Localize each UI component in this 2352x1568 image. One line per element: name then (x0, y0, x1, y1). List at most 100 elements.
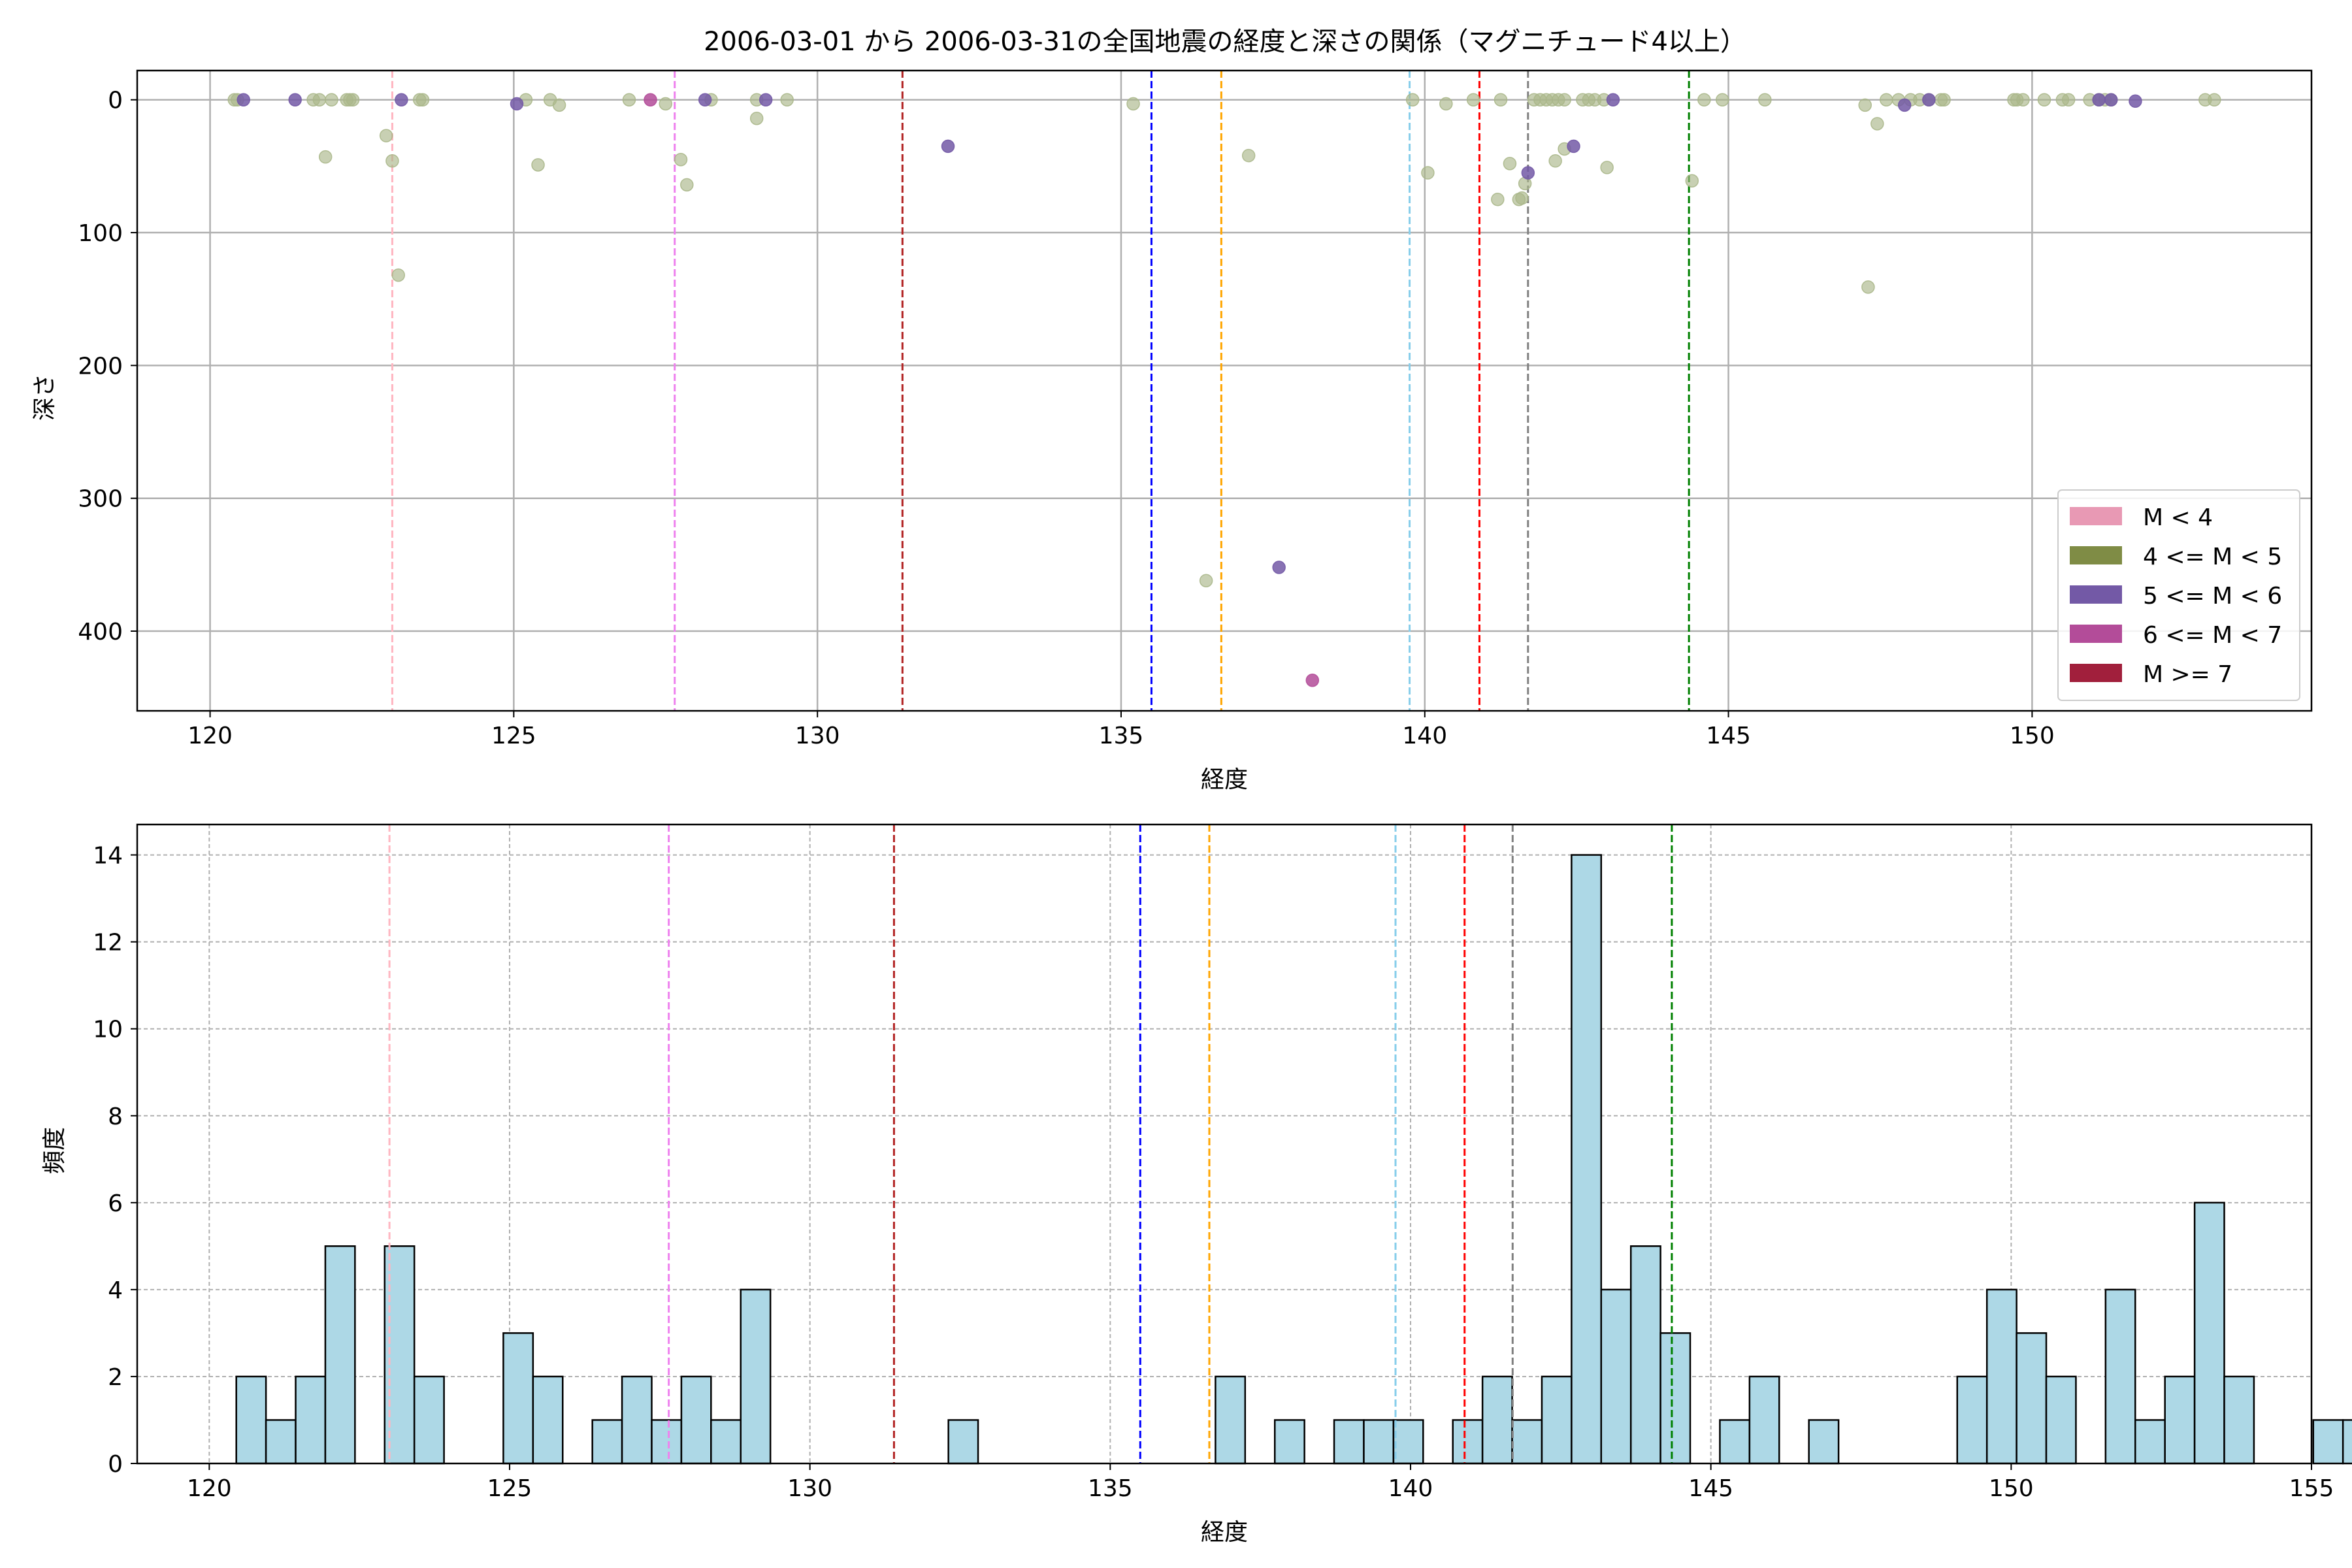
data-point (531, 158, 545, 172)
scatter-plot-frame (136, 69, 2313, 712)
legend-swatch (2070, 664, 2122, 682)
data-point (2061, 93, 2076, 106)
data-point (379, 129, 393, 142)
legend-label: 5 <= M < 6 (2143, 583, 2282, 610)
histogram-bar (2223, 1375, 2255, 1465)
x-tick-label: 155 (2289, 1475, 2334, 1502)
data-point (1405, 93, 1420, 106)
data-point (659, 97, 673, 111)
data-point (1491, 192, 1505, 206)
scatter-y-axis-ticks: 0 100 200 300 400 (78, 88, 137, 645)
histogram-bar (2045, 1375, 2077, 1465)
histogram-bar (502, 1332, 534, 1465)
data-point (698, 93, 712, 106)
histogram-grid (137, 825, 2312, 1464)
histogram-bar (1571, 854, 1603, 1465)
data-point (1503, 157, 1517, 171)
data-point (510, 97, 524, 111)
histogram-bar (1748, 1375, 1780, 1465)
data-point (1758, 93, 1772, 106)
legend-box (2057, 489, 2300, 701)
histogram-reference-lines (388, 825, 1673, 1463)
histogram-bar (651, 1419, 683, 1465)
data-point (2104, 93, 2118, 106)
histogram-bar (1719, 1419, 1751, 1465)
data-point (1685, 174, 1699, 188)
histogram-bar (1600, 1288, 1632, 1465)
histogram-bar (1541, 1375, 1573, 1465)
y-tick-label: 200 (78, 353, 123, 380)
scatter-points (227, 93, 2221, 687)
data-point (413, 93, 427, 106)
histogram-bar (1273, 1419, 1305, 1465)
x-tick-label: 140 (1402, 723, 1447, 749)
histogram-plot-frame (136, 823, 2313, 1465)
x-tick-label: 140 (1388, 1475, 1433, 1502)
histogram-bars (235, 854, 2352, 1465)
data-point (552, 98, 566, 112)
data-point (1870, 117, 1884, 131)
y-tick-label: 10 (93, 1017, 123, 1043)
histogram-bar (324, 1245, 356, 1465)
data-point (391, 268, 405, 282)
data-point (1494, 93, 1508, 106)
data-point (1716, 93, 1729, 106)
legend-swatch (2070, 625, 2122, 643)
data-point (1439, 97, 1453, 111)
histogram-bar (1629, 1245, 1661, 1465)
histogram-bar (1392, 1419, 1424, 1465)
data-point (749, 111, 764, 125)
scatter-y-axis-label: 深さ (31, 374, 58, 421)
data-point (237, 93, 250, 106)
data-point (1858, 98, 1872, 112)
histogram-bar (1659, 1332, 1691, 1465)
x-tick-label: 125 (491, 723, 536, 749)
legend: M < 4 4 <= M < 5 5 <= M < 6 6 <= M < 7 M >= … (2057, 489, 2300, 701)
data-point (1697, 93, 1711, 106)
y-tick-label: 14 (93, 843, 123, 870)
data-point (1305, 673, 1320, 687)
data-point (1521, 166, 1535, 180)
data-point (1861, 280, 1875, 294)
x-tick-label: 145 (1688, 1475, 1733, 1502)
y-tick-label: 400 (78, 619, 123, 645)
x-tick-label: 145 (1706, 723, 1751, 749)
histogram-x-axis-ticks: 120 125 130 135 140 145 150 155 (187, 1463, 2334, 1502)
data-point (1421, 166, 1435, 180)
histogram-bar (2193, 1201, 2225, 1465)
legend-label: 6 <= M < 7 (2143, 622, 2282, 649)
data-point (1567, 139, 1580, 154)
y-tick-label: 0 (108, 88, 123, 114)
y-tick-label: 300 (78, 486, 123, 513)
histogram-y-axis-ticks: 0 2 4 6 8 10 12 14 (93, 843, 137, 1478)
y-tick-label: 100 (78, 220, 123, 247)
y-tick-label: 6 (108, 1190, 123, 1217)
y-tick-label: 8 (108, 1103, 123, 1130)
scatter-x-axis-ticks: 120 125 130 135 140 145 150 (188, 711, 2055, 749)
histogram-bar (2342, 1419, 2352, 1465)
histogram-bar (1363, 1419, 1395, 1465)
histogram-bar (1481, 1375, 1513, 1465)
histogram-bar (680, 1375, 712, 1465)
data-point (395, 93, 408, 106)
histogram-bar (532, 1375, 564, 1465)
histogram-bar (1452, 1419, 1484, 1465)
data-point (1937, 93, 1951, 106)
histogram-y-axis-label: 頻度 (41, 1127, 68, 1174)
data-point (674, 152, 688, 167)
data-point (1199, 574, 1213, 587)
data-point (385, 154, 399, 168)
scatter-chart: 2006-03-01 から 2006-03-31の全国地震の経度と深さの関係（マ… (31, 27, 2313, 793)
x-tick-label: 125 (487, 1475, 532, 1502)
x-tick-label: 130 (787, 1475, 832, 1502)
legend-swatch (2070, 585, 2122, 604)
data-point (1241, 148, 1256, 163)
histogram-bar (2016, 1332, 2048, 1465)
histogram-bar (1985, 1288, 2017, 1465)
chart-title: 2006-03-01 から 2006-03-31の全国地震の経度と深さの関係（マ… (704, 27, 1746, 57)
histogram-bar (2164, 1375, 2196, 1465)
data-point (1600, 161, 1614, 174)
x-tick-label: 135 (1088, 1475, 1133, 1502)
x-tick-label: 130 (795, 723, 840, 749)
